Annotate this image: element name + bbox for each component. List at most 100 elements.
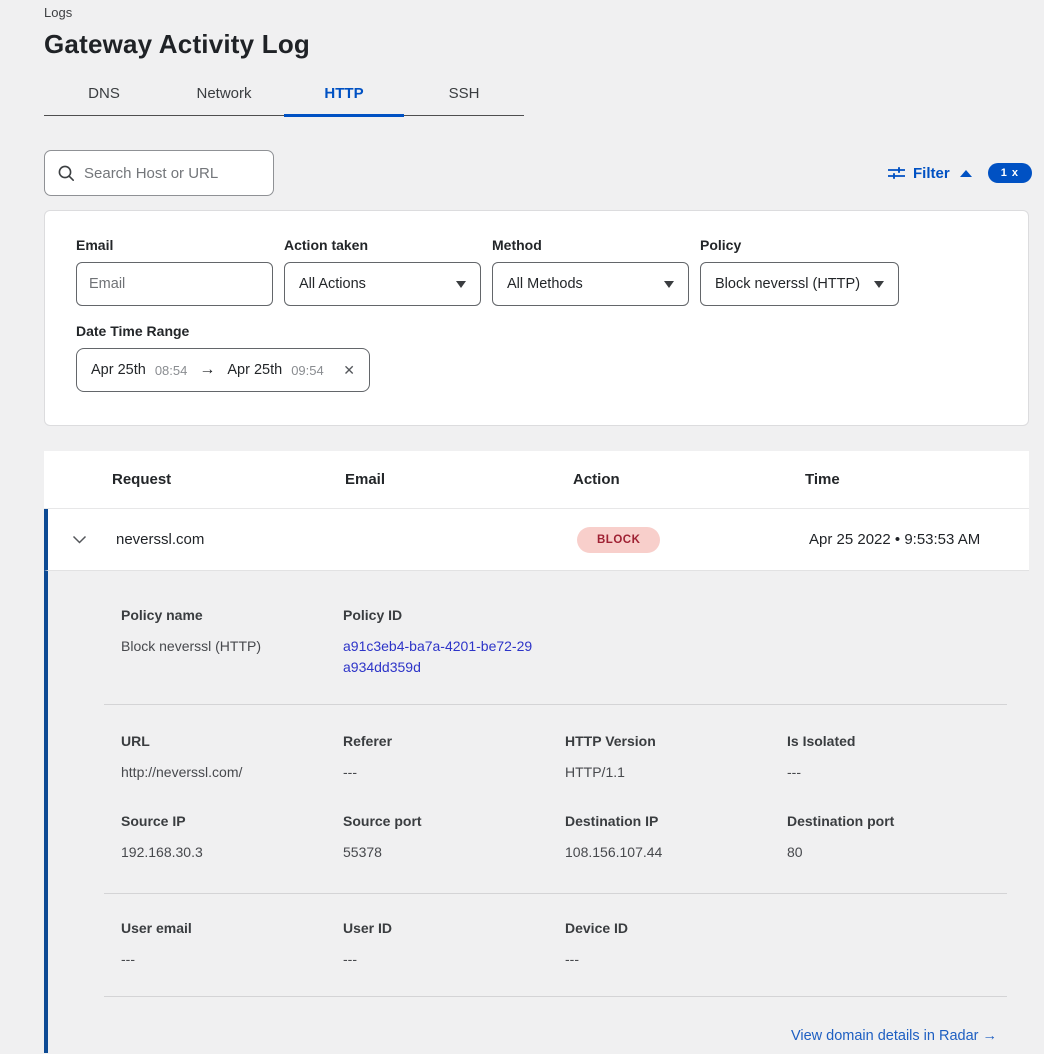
search-input[interactable] <box>84 164 254 182</box>
method-filter-field: Method All Methods <box>492 237 689 306</box>
time-cell: Apr 25 2022 • 9:53:53 AM <box>809 531 981 548</box>
source-port-value: 55378 <box>343 844 382 860</box>
tab-http[interactable]: HTTP <box>284 75 404 117</box>
filter-fields-row: Email Action taken All Actions Method Al… <box>76 237 998 306</box>
email-filter-field: Email <box>76 237 273 306</box>
breadcrumb[interactable]: Logs <box>44 5 73 20</box>
http-version-label: HTTP Version <box>565 733 656 749</box>
log-table-header: Request Email Action Time <box>44 451 1029 509</box>
user-email-field: User email --- <box>121 920 343 970</box>
chevron-down-icon <box>874 280 884 288</box>
user-id-label: User ID <box>343 920 393 936</box>
policy-name-field: Policy name Block neverssl (HTTP) <box>121 607 343 678</box>
policy-id-link[interactable]: a91c3eb4-ba7a-4201-be72-29a934dd359d <box>343 638 533 675</box>
destination-port-field: Destination port 80 <box>787 813 1009 863</box>
section-divider <box>104 893 1007 894</box>
method-select-value: All Methods <box>507 276 583 292</box>
action-select[interactable]: All Actions <box>284 262 481 306</box>
request-cell: neverssl.com <box>116 531 205 548</box>
chevron-down-icon <box>664 280 674 288</box>
http-version-field: HTTP Version HTTP/1.1 <box>565 733 787 783</box>
column-header-request: Request <box>112 471 172 488</box>
chevron-down-icon <box>456 280 466 288</box>
log-table-card: Request Email Action Time neverssl.com B… <box>44 451 1029 1053</box>
destination-ip-field: Destination IP 108.156.107.44 <box>565 813 787 863</box>
policy-filter-label: Policy <box>700 237 742 253</box>
log-type-tabs: DNS Network HTTP SSH <box>44 75 524 117</box>
http-version-value: HTTP/1.1 <box>565 764 625 780</box>
url-value: http://neverssl.com/ <box>121 764 243 780</box>
is-isolated-label: Is Isolated <box>787 733 856 749</box>
source-port-field: Source port 55378 <box>343 813 565 863</box>
start-date[interactable]: Apr 25th <box>91 362 146 378</box>
page-title: Gateway Activity Log <box>44 29 310 59</box>
block-status-badge: BLOCK <box>577 526 661 553</box>
policy-select[interactable]: Block neverssl (HTTP) <box>700 262 899 306</box>
row-expander[interactable] <box>48 531 116 549</box>
filter-label: Filter <box>913 164 950 182</box>
log-table-row[interactable]: neverssl.com BLOCK Apr 25 2022 • 9:53:53… <box>44 509 1029 571</box>
tab-ssh[interactable]: SSH <box>448 85 480 102</box>
destination-ip-value: 108.156.107.44 <box>565 844 663 860</box>
user-email-value: --- <box>121 951 135 967</box>
policy-id-label: Policy ID <box>343 607 403 623</box>
policy-filter-field: Policy Block neverssl (HTTP) <box>700 237 899 306</box>
source-ip-value: 192.168.30.3 <box>121 844 203 860</box>
column-header-email: Email <box>345 471 386 488</box>
policy-id-field: Policy ID a91c3eb4-ba7a-4201-be72-29a934… <box>343 607 565 678</box>
email-filter-label: Email <box>76 237 114 253</box>
date-range-field: Date Time Range Apr 25th 08:54 → Apr 25t… <box>76 323 998 392</box>
column-header-action: Action <box>573 471 620 488</box>
destination-ip-label: Destination IP <box>565 813 659 829</box>
user-id-value: --- <box>343 951 357 967</box>
action-cell: BLOCK <box>577 526 809 553</box>
user-email-label: User email <box>121 920 192 936</box>
log-row-details: Policy name Block neverssl (HTTP) Policy… <box>44 571 1029 1053</box>
method-select[interactable]: All Methods <box>492 262 689 306</box>
action-filter-field: Action taken All Actions <box>284 237 481 306</box>
method-filter-label: Method <box>492 237 542 253</box>
url-label: URL <box>121 733 150 749</box>
action-select-value: All Actions <box>299 276 366 292</box>
end-time[interactable]: 09:54 <box>291 362 324 378</box>
chevron-down-icon <box>72 535 87 544</box>
collapse-caret-icon <box>959 169 972 177</box>
radar-link-row: View domain details in Radar → <box>48 997 1029 1045</box>
section-divider <box>104 996 1007 997</box>
arrow-right-icon: → <box>199 361 216 378</box>
email-filter-input[interactable] <box>76 262 273 306</box>
is-isolated-field: Is Isolated --- <box>787 733 1009 783</box>
page-header: Logs Gateway Activity Log <box>0 0 1044 60</box>
end-date[interactable]: Apr 25th <box>227 362 283 378</box>
destination-port-value: 80 <box>787 844 803 860</box>
user-details-section: User email --- User ID --- Device ID --- <box>48 894 1029 996</box>
filter-toggle[interactable]: Filter 1 x <box>888 163 1032 183</box>
search-box <box>44 150 274 196</box>
is-isolated-value: --- <box>787 764 801 780</box>
date-range-picker[interactable]: Apr 25th 08:54 → Apr 25th 09:54 ✕ <box>76 348 370 392</box>
device-id-value: --- <box>565 951 579 967</box>
column-header-time: Time <box>805 471 840 488</box>
action-filter-label: Action taken <box>284 237 369 253</box>
filter-count-badge[interactable]: 1 x <box>987 163 1032 183</box>
source-ip-label: Source IP <box>121 813 186 829</box>
referer-value: --- <box>343 764 357 780</box>
policy-name-label: Policy name <box>121 607 203 623</box>
start-time[interactable]: 08:54 <box>154 362 188 378</box>
source-ip-field: Source IP 192.168.30.3 <box>121 813 343 863</box>
tab-dns[interactable]: DNS <box>88 85 120 102</box>
search-icon <box>57 164 75 182</box>
section-divider <box>104 704 1007 705</box>
referer-field: Referer --- <box>343 733 565 783</box>
user-id-field: User ID --- <box>343 920 565 970</box>
view-domain-radar-link[interactable]: View domain details in Radar → <box>790 1028 997 1044</box>
device-id-field: Device ID --- <box>565 920 787 970</box>
referer-label: Referer <box>343 733 393 749</box>
device-id-label: Device ID <box>565 920 629 936</box>
clear-date-range-icon[interactable]: ✕ <box>343 361 355 378</box>
destination-port-label: Destination port <box>787 813 895 829</box>
date-range-label: Date Time Range <box>76 323 190 339</box>
tab-network[interactable]: Network <box>196 85 252 102</box>
policy-section: Policy name Block neverssl (HTTP) Policy… <box>48 571 1029 704</box>
